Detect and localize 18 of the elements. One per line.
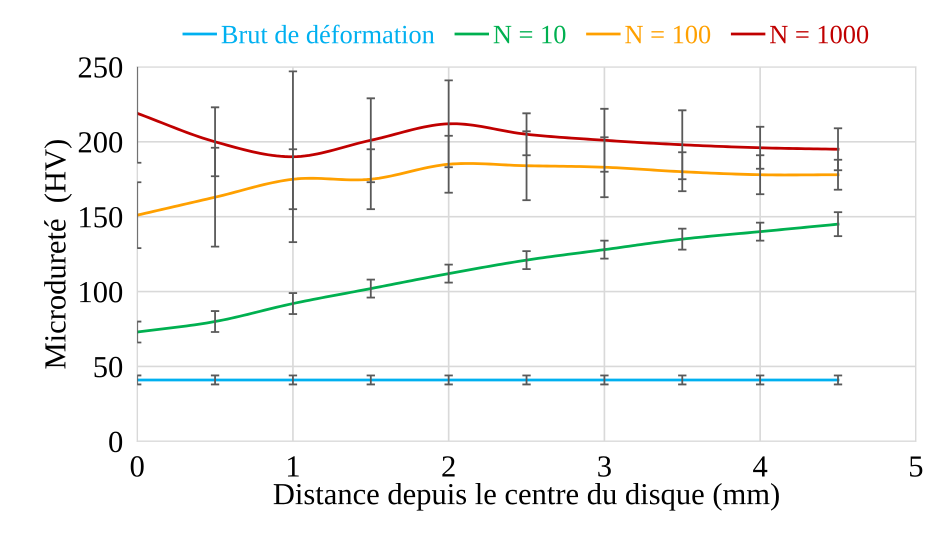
y-tick-label: 100 [80, 282, 122, 302]
y-tick-label: 50 [94, 356, 122, 378]
legend-label: N = 100 [625, 26, 710, 44]
legend-label: Brut de déformation [222, 24, 434, 44]
x-tick-label: 4 [753, 456, 768, 476]
x-tick-label: 1 [288, 456, 299, 476]
x-tick-label: 0 [130, 456, 144, 477]
y-tick-label: 200 [78, 132, 122, 153]
x-tick-label: 5 [910, 456, 922, 477]
legend-label: N = 1000 [770, 26, 868, 44]
y-tick-label: 250 [78, 57, 122, 78]
legend-label: N = 10 [494, 26, 566, 44]
y-tick-label: 150 [80, 206, 122, 228]
x-axis-title: Distance depuis le centre du disque (mm) [274, 482, 779, 511]
x-tick-label: 2 [442, 456, 455, 476]
x-tick-label: 3 [598, 456, 611, 477]
y-tick-label: 0 [109, 432, 122, 452]
y-axis-title: Microdureté (HV) [44, 140, 72, 369]
